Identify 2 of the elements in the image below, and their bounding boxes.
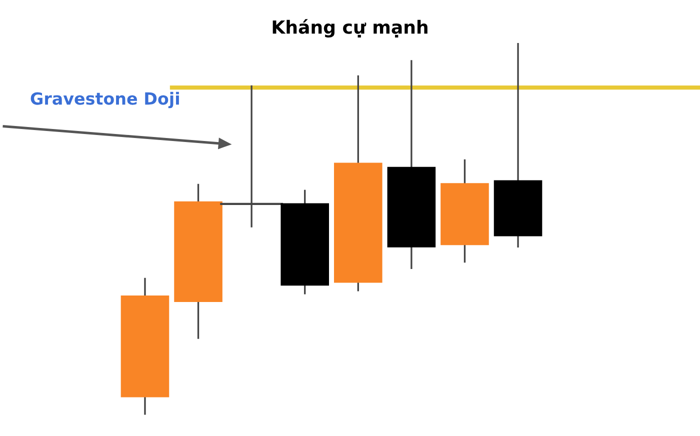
- annotation: Gravestone Doji: [30, 92, 179, 108]
- chart-title: Kháng cự mạnh: [272, 19, 428, 38]
